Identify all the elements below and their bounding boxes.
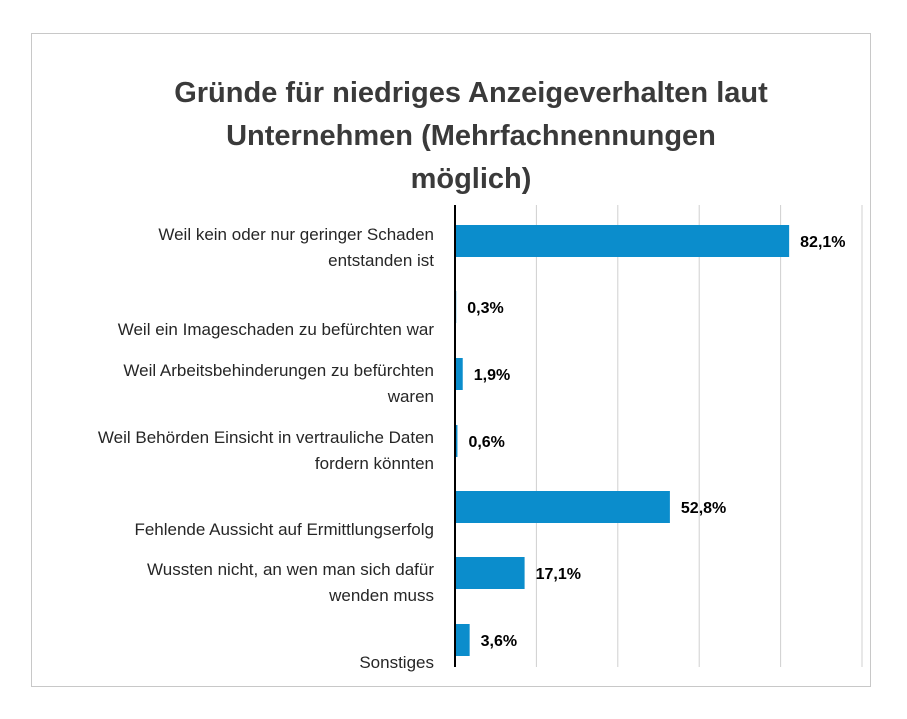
data-label: 0,6% [468,434,504,451]
category-label-line: Wussten nicht, an wen man sich dafür [147,560,434,579]
category-label-line: wenden muss [328,586,434,605]
bar [455,225,790,257]
data-label: 0,3% [467,300,503,317]
bars [455,225,790,656]
category-label-line: Weil kein oder nur geringer Schaden [158,225,434,244]
data-label: 52,8% [681,500,726,517]
bar [455,425,458,457]
gridlines [535,205,863,667]
bar [455,624,470,656]
bar [455,491,670,523]
data-label: 17,1% [536,566,581,583]
chart-title-line-1: Gründe für niedriges Anzeigeverhalten la… [174,77,768,109]
bar [455,358,463,390]
chart-frame [31,33,871,687]
category-label: Weil kein oder nur geringer Schaden entst… [158,225,434,270]
category-label-line: waren [387,387,434,406]
bar [455,557,525,589]
category-label-line: Weil Behörden Einsicht in vertrauliche D… [98,428,434,447]
category-label: Fehlende Aussicht auf Ermittlungserfolg [134,520,434,539]
chart-title: Gründe für niedriges Anzeigeverhalten la… [31,72,907,201]
category-label-line: Weil ein Imageschaden zu befürchten war [118,320,435,339]
category-label: Wussten nicht, an wen man sich dafür wend… [147,560,434,605]
data-label: 82,1% [800,234,845,251]
category-label-line: Fehlende Aussicht auf Ermittlungserfolg [134,520,434,539]
data-label: 3,6% [481,633,517,650]
category-label: Sonstiges [359,653,434,672]
category-label: Weil ein Imageschaden zu befürchten war [118,320,435,339]
category-labels: Weil kein oder nur geringer Schaden entst… [98,225,434,672]
chart-title-line-2: Unternehmen (Mehrfachnennungen [226,120,716,152]
category-label-line: entstanden ist [328,251,434,270]
category-label-line: fordern könnten [315,454,434,473]
category-label-line: Weil Arbeitsbehinderungen zu befürchten [123,361,434,380]
category-label-line: Sonstiges [359,653,434,672]
value-labels: 82,1% 0,3% 1,9% 0,6% 52,8% 17,1% 3,6% [467,234,845,650]
category-label: Weil Arbeitsbehinderungen zu befürchten w… [123,361,434,406]
chart-title-line-3: möglich) [410,163,532,195]
data-label: 1,9% [474,367,510,384]
category-label: Weil Behörden Einsicht in vertrauliche D… [98,428,434,473]
